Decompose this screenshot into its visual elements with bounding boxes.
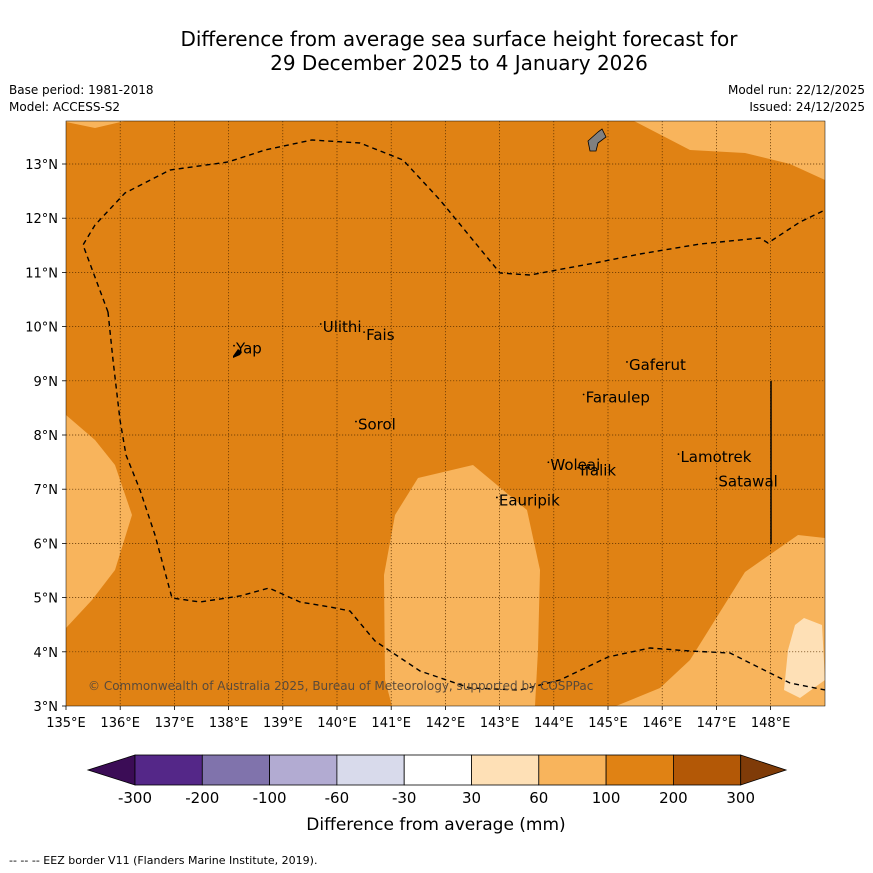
lon-tick-label: 143°E [480,716,520,731]
lon-tick-label: 142°E [426,716,466,731]
lat-tick-label: 8°N [34,429,59,444]
lat-tick-label: 5°N [34,592,59,607]
anomaly-fill-60-100-west [66,415,132,628]
map-area: Yap Ulithi Fais Gaferut Faraulep Sorol WoleaiI… [66,121,825,706]
place-marker [363,331,365,334]
lat-tick-label: 10°N [25,321,58,336]
place-label: Lamotrek [680,448,751,466]
place-label: Fais [366,326,395,344]
eez-footnote: -- -- -- EEZ border V11 (Flanders Marine… [9,854,318,867]
lon-tick-label: 141°E [371,716,411,731]
lat-tick-label: 6°N [34,537,59,552]
colorbar-segment [403,754,472,786]
colorbar-segment [538,754,607,786]
lat-tick-label: 7°N [34,483,59,498]
colorbar-segment [673,754,742,786]
place-markers: Yap Ulithi Fais Gaferut Faraulep Sorol WoleaiI… [233,318,778,509]
place-label: Faraulep [586,388,650,406]
lat-tick-label: 4°N [34,646,59,661]
colorbar-tick-label: 30 [462,789,481,807]
lon-tick-label: 139°E [263,716,303,731]
longitude-axis: 135°E 136°E 137°E 138°E 139°E 140°E 141°E 142°E… [46,706,790,731]
colorbar-tick-label: 100 [592,789,621,807]
place-marker [319,323,322,325]
lon-tick-label: 148°E [751,716,791,731]
model-name: Model: ACCESS-S2 [9,100,121,114]
place-marker [495,496,498,499]
place-label: Ulithi [323,318,362,336]
colorbar-segment [269,754,338,786]
colorbar-tick-label: -200 [185,789,219,807]
place-marker [626,361,628,363]
lat-tick-label: 9°N [34,375,59,390]
anomaly-fill-60-100-top-right [634,121,825,180]
place-label: Eauripik [499,491,560,509]
colorbar-tick-label: -100 [253,789,287,807]
copyright-note: © Commonwealth of Australia 2025, Bureau… [88,679,593,693]
lon-tick-label: 135°E [46,716,86,731]
lat-tick-label: 11°N [25,266,58,281]
lat-tick-label: 3°N [34,700,59,715]
colorbar-segment [134,754,203,786]
lon-tick-label: 138°E [209,716,249,731]
place-marker [577,466,580,469]
colorbar-extend-high [740,754,788,786]
anomaly-fill-60-100-southeast [616,535,825,706]
place-marker [715,477,718,480]
guam-land [587,128,607,152]
colorbar-tick-label: 60 [529,789,548,807]
colorbar-segment [201,754,271,786]
anomaly-fill-60-100-top-left [66,121,125,128]
lon-tick-label: 144°E [534,716,574,731]
lat-tick-label: 12°N [25,212,58,227]
place-marker [547,461,550,464]
place-marker [582,393,585,396]
colorbar-tick-label: -30 [392,789,417,807]
colorbar-tick-label: 300 [726,789,755,807]
lon-tick-label: 140°E [317,716,357,731]
anomaly-fill-30-60-southeast [784,618,825,698]
lat-tick-label: 13°N [25,158,58,173]
colorbar: -300 -200 -100 -60 -30 30 60 100 200 300 [86,754,788,807]
colorbar-tick-label: -60 [325,789,350,807]
place-marker [355,420,357,423]
lon-tick-label: 145°E [588,716,628,731]
colorbar-segment [605,754,674,786]
latitude-axis: 13°N 12°N 11°N 10°N 9°N 8°N 7°N 6°N 5°N 4°N 3°N [25,158,66,715]
colorbar-tick-label: 200 [659,789,688,807]
eez-border [82,139,825,691]
colorbar-extend-low [86,754,136,786]
title-line-1: Difference from average sea surface heig… [180,27,738,51]
place-label: Yap [235,340,262,358]
lon-tick-label: 136°E [100,716,140,731]
place-label: Satawal [718,472,777,490]
anomaly-fill-60-100-center [384,465,540,706]
place-label: Gaferut [629,356,686,374]
title-line-2: 29 December 2025 to 4 January 2026 [270,51,648,75]
gridlines [66,121,825,706]
colorbar-tick-label: -300 [118,789,152,807]
colorbar-segment [336,754,405,786]
yap-land [233,349,242,358]
model-run: Model run: 22/12/2025 [727,83,865,97]
place-label: Woleai [550,456,600,474]
base-period: Base period: 1981-2018 [9,83,154,97]
place-marker [233,344,235,347]
place-label: Ifalik [580,462,616,480]
lon-tick-label: 146°E [642,716,682,731]
lon-tick-label: 147°E [697,716,737,731]
colorbar-segment [471,754,540,786]
place-marker [677,453,680,455]
issued-date: Issued: 24/12/2025 [749,100,865,114]
place-label: Sorol [358,416,396,434]
colorbar-label: Difference from average (mm) [306,815,565,835]
lon-tick-label: 137°E [155,716,195,731]
